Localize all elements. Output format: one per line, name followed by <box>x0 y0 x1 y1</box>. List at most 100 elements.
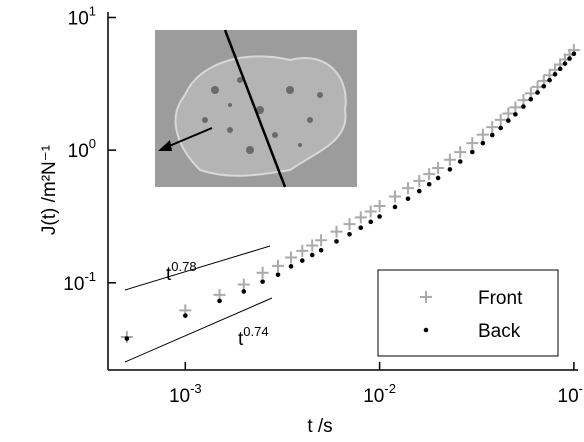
dot-marker <box>416 188 422 194</box>
annotation-exponent: 0.74 <box>243 324 268 339</box>
plus-marker <box>330 225 343 238</box>
plus-marker <box>296 244 309 257</box>
dot-marker <box>183 313 188 318</box>
legend-label: Back <box>478 321 521 342</box>
plus-marker <box>373 200 386 213</box>
dot-marker <box>547 77 552 83</box>
tick-label-base: 10 <box>363 386 384 407</box>
dot-marker <box>377 214 382 219</box>
plus-marker <box>413 174 426 187</box>
tick-label-base: 10 <box>68 141 89 162</box>
plus-marker <box>432 162 445 175</box>
plus-marker <box>420 291 432 303</box>
x-axis-label: t /s <box>307 416 332 437</box>
dot-marker <box>447 167 453 172</box>
tick-label-exponent: 1 <box>89 3 96 18</box>
dot-marker <box>318 247 324 253</box>
dot-marker <box>528 96 534 102</box>
tick-label: 10-1 <box>558 381 584 407</box>
slope-guide <box>124 297 273 363</box>
dot-marker <box>275 272 281 278</box>
dot-marker <box>498 125 503 131</box>
dot-marker <box>347 231 352 237</box>
dot-marker <box>288 264 294 269</box>
arrow-head <box>158 140 172 151</box>
plus-marker <box>443 153 456 166</box>
dot-marker <box>426 181 432 187</box>
dot-marker <box>571 51 577 57</box>
plus-marker <box>517 94 530 107</box>
plus-marker <box>454 146 467 159</box>
legend: Front Back <box>377 269 559 357</box>
tick-label-base: 10 <box>558 386 579 407</box>
data-marks <box>120 44 580 344</box>
dot-marker <box>541 83 547 89</box>
tick-label: 10-2 <box>363 381 396 407</box>
plus-marker <box>237 278 250 291</box>
dot-marker <box>552 72 558 77</box>
plus-marker <box>502 107 515 120</box>
plus-marker <box>509 101 522 114</box>
dot-marker <box>241 289 247 294</box>
plus-marker <box>388 190 401 203</box>
inset-image <box>155 29 357 188</box>
tick-label-base: 10 <box>169 386 190 407</box>
tick-label: 10-3 <box>169 381 202 407</box>
dot-marker <box>480 140 486 146</box>
dot-marker <box>334 239 339 244</box>
dot-marker <box>260 279 265 284</box>
dot-marker <box>217 298 222 304</box>
plus-marker <box>476 128 489 141</box>
plus-marker <box>423 168 436 181</box>
plus-marker <box>486 121 499 134</box>
dot-marker <box>423 327 429 333</box>
plus-marker <box>494 113 507 126</box>
dot-marker <box>535 90 540 95</box>
dot-marker <box>513 112 518 117</box>
annotation-base: t <box>166 264 172 285</box>
series <box>120 44 580 344</box>
plus-marker <box>315 234 328 247</box>
legend-label: Front <box>478 288 523 309</box>
dot-marker <box>309 252 315 258</box>
tick-label-exponent: -3 <box>190 381 202 396</box>
dot-marker <box>299 258 305 263</box>
dot-marker <box>368 219 374 225</box>
tick-label: 101 <box>68 3 96 29</box>
plus-marker <box>256 266 269 279</box>
slope-guide <box>124 245 271 291</box>
plus-marker <box>343 218 356 231</box>
plus-marker <box>285 251 298 264</box>
plus-marker <box>466 137 479 150</box>
dot-marker <box>506 118 511 123</box>
dot-marker <box>521 104 526 109</box>
dot-marker <box>392 204 398 210</box>
dot-marker <box>489 132 495 138</box>
cell-texture <box>202 77 323 154</box>
series <box>124 51 577 341</box>
dot-marker <box>405 196 411 202</box>
annotation-exponent: 0.78 <box>171 259 196 274</box>
annotation: t0.74 <box>238 324 269 350</box>
tick-label-base: 10 <box>63 274 84 295</box>
plus-marker <box>401 182 414 195</box>
dot-marker <box>562 61 568 66</box>
tick-label-exponent: -2 <box>384 381 396 396</box>
dot-marker <box>124 336 130 341</box>
dot-marker <box>358 225 364 231</box>
legend-box <box>377 269 559 357</box>
plus-marker <box>272 259 285 272</box>
annotation: t0.78 <box>166 259 197 285</box>
dot-marker <box>457 159 463 164</box>
y-axis-label: J(t) /m²N⁻¹ <box>39 145 60 235</box>
plus-marker <box>364 205 377 218</box>
cut-line <box>223 29 287 188</box>
dot-marker <box>557 66 563 72</box>
plus-marker <box>354 211 367 224</box>
tick-label: 100 <box>68 136 96 162</box>
tick-label-base: 10 <box>68 8 89 29</box>
dot-marker <box>567 56 572 61</box>
tick-label-exponent: -1 <box>84 269 96 284</box>
tick-label: 10-1 <box>63 269 96 295</box>
